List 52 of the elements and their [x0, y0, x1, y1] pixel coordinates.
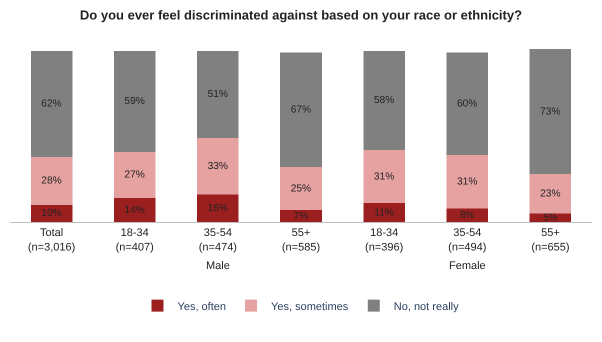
- text: Female: [449, 260, 486, 272]
- bar: [280, 167, 322, 210]
- data-label: 62%: [41, 98, 62, 110]
- bar: [280, 210, 322, 222]
- data-label: 10%: [41, 208, 62, 220]
- x-tick-label: 55+ (n=655): [531, 227, 570, 254]
- bar: [530, 174, 572, 214]
- legend-label: Yes, often: [178, 300, 226, 313]
- legend-label: No, not really: [394, 300, 460, 313]
- legend-label: Yes, sometimes: [271, 300, 349, 313]
- x-tick-label: 18-34 (n=396): [365, 227, 404, 254]
- data-label: 31%: [456, 176, 478, 188]
- text: Male: [206, 260, 230, 272]
- x-tick-label: 18-34 (n=407): [116, 227, 154, 254]
- data-label: 60%: [456, 98, 478, 110]
- bar: [197, 50, 239, 138]
- data-label: 73%: [540, 106, 561, 118]
- bar: [363, 150, 405, 204]
- data-label: 31%: [374, 171, 394, 182]
- bar: [446, 52, 488, 156]
- data-label: 23%: [540, 188, 561, 200]
- chart-title: Do you ever feel discriminated against based on your race or ethnicity?: [80, 7, 522, 22]
- data-label: 25%: [290, 183, 312, 194]
- data-label: 14%: [124, 204, 145, 216]
- bar: [280, 52, 322, 168]
- bar: [114, 50, 156, 152]
- bar: [197, 138, 239, 195]
- bar: [114, 152, 156, 198]
- data-label: 33%: [208, 161, 228, 172]
- x-tick-label: 55+ (n=585): [282, 227, 320, 254]
- data-label: 7%: [294, 210, 308, 222]
- bar: [30, 50, 72, 157]
- bar: [30, 156, 72, 205]
- data-label: 58%: [374, 95, 394, 106]
- data-label: 27%: [124, 170, 145, 181]
- data-label: 59%: [124, 96, 145, 108]
- bar: [363, 203, 405, 222]
- bar: [363, 50, 405, 150]
- x-tick-label: Total (n=3,016): [28, 227, 76, 254]
- bar: [197, 194, 239, 222]
- data-label: 67%: [290, 104, 312, 116]
- x-tick-label: 35-54 (n=474): [198, 227, 237, 254]
- data-label: 11%: [374, 207, 394, 218]
- bar: [114, 198, 156, 222]
- data-label: 51%: [208, 89, 228, 100]
- data-label: 8%: [460, 210, 475, 221]
- bar: [530, 49, 572, 174]
- data-label: 5%: [542, 212, 558, 224]
- bar: [446, 155, 488, 208]
- data-label: 28%: [41, 176, 62, 187]
- x-tick-label: 35-54 (n=494): [448, 227, 486, 254]
- data-label: 16%: [208, 203, 228, 214]
